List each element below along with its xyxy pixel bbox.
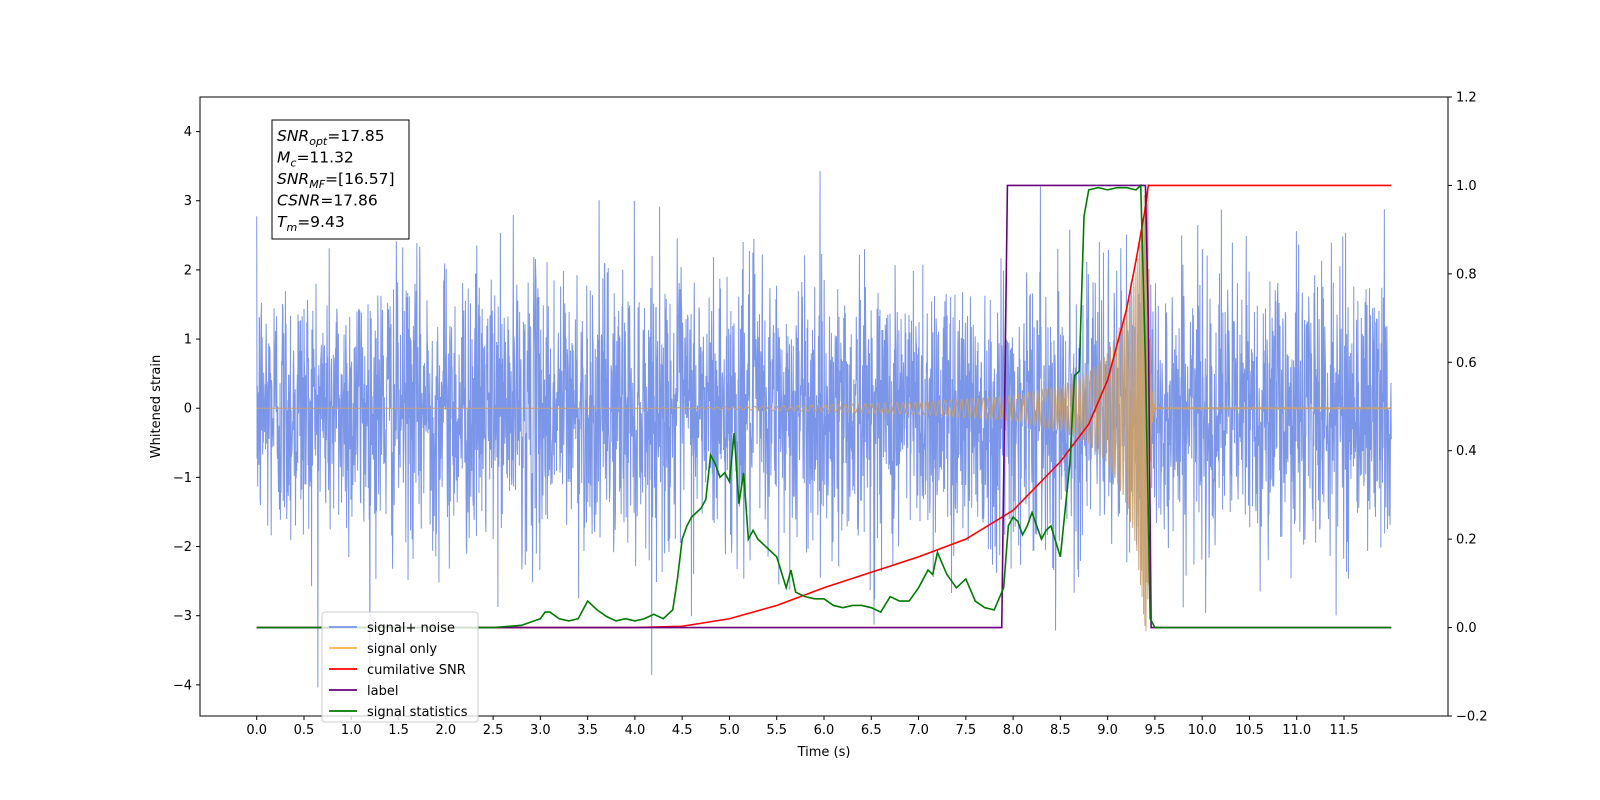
y-tick-label-left: 1 xyxy=(184,333,192,348)
info-line: CSNR=17.86 xyxy=(277,192,378,210)
x-tick-label: 1.0 xyxy=(341,723,362,738)
x-tick-label: 0.5 xyxy=(294,723,315,738)
y-axis-title: Whitened strain xyxy=(149,355,164,458)
x-tick-label: 8.5 xyxy=(1050,723,1071,738)
x-axis: 0.0 0.5 1.0 1.5 2.0 2.5 3.0 3.5 4.0 4.5 5.0 5.5 6.0 6… xyxy=(246,716,1358,738)
y-tick-label-right: 0.2 xyxy=(1456,533,1477,548)
x-tick-label: 6.5 xyxy=(861,723,882,738)
x-tick-label: 9.0 xyxy=(1097,723,1118,738)
y-axis-right: 1.2 1.0 0.8 0.6 0.4 0.2 0.0 −0.2 xyxy=(1448,91,1488,725)
x-tick-label: 9.5 xyxy=(1145,723,1166,738)
series-signal-noise xyxy=(256,170,1392,689)
y-tick-label-right: −0.2 xyxy=(1456,710,1488,725)
x-tick-label: 5.5 xyxy=(766,723,787,738)
info-box-frame xyxy=(271,119,410,240)
series-signal-only xyxy=(256,183,1392,632)
info-line: SNRMF=[16.57] xyxy=(277,170,395,191)
x-tick-label: 0.0 xyxy=(246,723,267,738)
legend: signal+ noise signal only cumilative SNR la… xyxy=(321,611,479,723)
x-tick-label: 4.5 xyxy=(672,723,693,738)
legend-label: signal statistics xyxy=(367,705,468,720)
series-line-label xyxy=(256,184,1392,629)
x-tick-label: 3.5 xyxy=(577,723,598,738)
y-tick-label-right: 0.8 xyxy=(1456,267,1477,282)
legend-label: cumilative SNR xyxy=(367,663,466,678)
x-tick-label: 3.0 xyxy=(530,723,551,738)
y-tick-label-left: −2 xyxy=(173,540,192,555)
legend-label: signal+ noise xyxy=(367,621,455,636)
series-line-cumilative-snr xyxy=(256,184,1392,629)
legend-label: label xyxy=(367,684,398,699)
x-tick-label: 6.0 xyxy=(814,723,835,738)
y-tick-label-left: −1 xyxy=(173,471,192,486)
y-tick-label-left: −3 xyxy=(173,609,192,624)
y-tick-label-left: −4 xyxy=(173,678,192,693)
y-tick-label-right: 1.2 xyxy=(1456,91,1477,106)
series-lines xyxy=(256,183,1392,629)
y-tick-label-right: 0.0 xyxy=(1456,621,1477,636)
y-tick-label-right: 0.6 xyxy=(1456,356,1477,371)
x-tick-label: 5.0 xyxy=(719,723,740,738)
x-tick-label: 2.0 xyxy=(435,723,456,738)
y-tick-label-left: 3 xyxy=(184,194,192,209)
legend-frame xyxy=(321,611,479,723)
info-line: SNRopt=17.85 xyxy=(277,127,385,148)
info-box: SNRopt=17.85Mc=11.32SNRMF=[16.57]CSNR=17… xyxy=(271,119,410,240)
x-axis-title: Time (s) xyxy=(797,745,851,760)
y-axis-left: 4 3 2 1 0 −1 −2 −3 −4 xyxy=(173,125,200,693)
y-tick-label-right: 0.4 xyxy=(1456,444,1477,459)
x-tick-label: 11.5 xyxy=(1330,723,1359,738)
x-tick-label: 10.5 xyxy=(1235,723,1264,738)
x-tick-label: 8.0 xyxy=(1003,723,1024,738)
legend-label: signal only xyxy=(367,642,437,657)
x-tick-label: 7.5 xyxy=(955,723,976,738)
x-tick-label: 11.0 xyxy=(1282,723,1311,738)
info-line: Mc=11.32 xyxy=(277,149,354,170)
x-tick-label: 2.5 xyxy=(483,723,504,738)
y-tick-label-left: 0 xyxy=(184,402,192,417)
y-tick-label-left: 2 xyxy=(184,263,192,278)
series-line-signal-statistics xyxy=(256,183,1392,629)
x-tick-label: 1.5 xyxy=(388,723,409,738)
x-tick-label: 7.0 xyxy=(908,723,929,738)
info-line: Tm=9.43 xyxy=(277,213,345,234)
y-tick-label-left: 4 xyxy=(184,125,192,140)
signal-noise-line xyxy=(256,170,1392,689)
signal-only-line xyxy=(256,183,1392,632)
x-tick-label: 4.0 xyxy=(625,723,646,738)
x-tick-label: 10.0 xyxy=(1188,723,1217,738)
y-tick-label-right: 1.0 xyxy=(1456,179,1477,194)
